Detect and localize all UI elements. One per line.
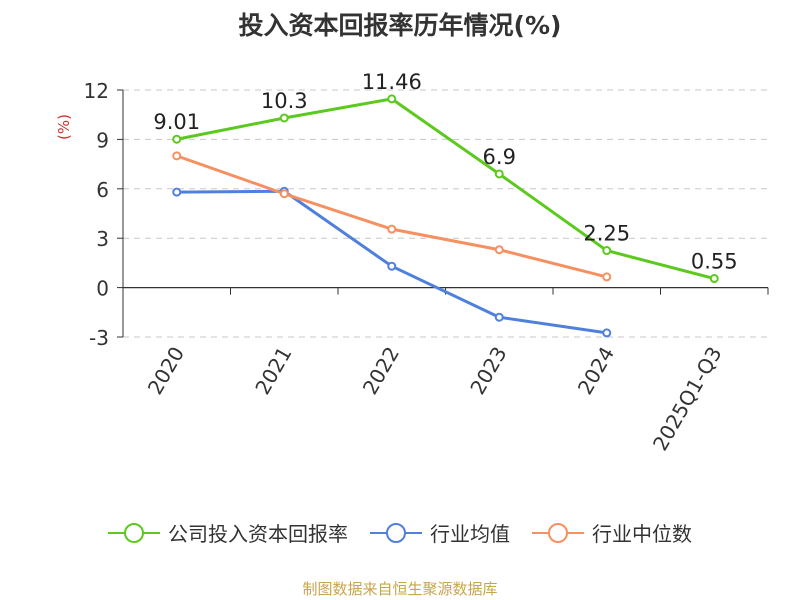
legend-line-circle-icon [370,522,422,543]
legend: 公司投入资本回报率 行业均值 行业中位数 [0,518,800,547]
data-point [279,189,289,199]
legend-line-circle-icon [108,522,160,543]
data-labels: 9.01 10.3 11.46 6.9 2.25 0.55 [153,70,737,274]
data-point [172,151,182,161]
chart-title: 投入资本回报率历年情况(%) [238,11,562,40]
data-point [494,169,504,179]
data-label: 10.3 [261,89,308,113]
x-tick-label: 2023 [465,343,511,399]
series-line-2 [176,154,608,279]
y-tick-label: 6 [96,178,109,202]
y-tick-label: 0 [96,277,109,301]
series-line-0 [176,97,715,280]
x-tick-label: 2025Q1-Q3 [648,343,727,455]
data-point [602,328,612,338]
data-point [494,312,504,322]
grid-lines [123,89,768,338]
data-point [602,272,612,282]
data-point [494,245,504,255]
data-label: 2.25 [583,222,630,246]
data-point [387,261,397,271]
axes: -3 0 3 6 9 12 2020 2021 2022 2023 2024 2025Q1-Q3 (%) [55,79,769,455]
legend-line-circle-icon [532,522,584,543]
legend-item-2[interactable]: 行业中位数 [532,518,692,547]
legend-label: 公司投入资本回报率 [168,522,348,546]
data-point [602,246,612,256]
legend-item-1[interactable]: 行业均值 [370,518,510,547]
legend-item-0[interactable]: 公司投入资本回报率 [108,518,348,547]
y-tick-label: 3 [96,227,109,251]
x-tick-label: 2022 [358,343,404,399]
y-tick-label: 12 [84,79,109,103]
data-point [172,187,182,197]
x-tick-label: 2020 [143,343,189,399]
x-tick-label: 2024 [573,343,619,399]
data-label: 11.46 [362,70,422,94]
data-point [709,274,719,284]
y-tick-label: 9 [96,128,109,152]
legend-label: 行业均值 [430,522,510,546]
data-label: 9.01 [153,110,200,134]
y-axis-label: (%) [55,114,73,140]
data-point [387,224,397,234]
y-tick-label: -3 [89,326,109,350]
series-lines [172,94,719,338]
x-tick-label: 2021 [250,343,296,399]
data-point [279,113,289,123]
data-label: 6.9 [483,145,516,169]
data-label: 0.55 [691,250,738,274]
legend-label: 行业中位数 [592,522,692,546]
data-point [172,134,182,144]
data-point [387,94,397,104]
source-note: 制图数据来自恒生聚源数据库 [302,580,498,598]
